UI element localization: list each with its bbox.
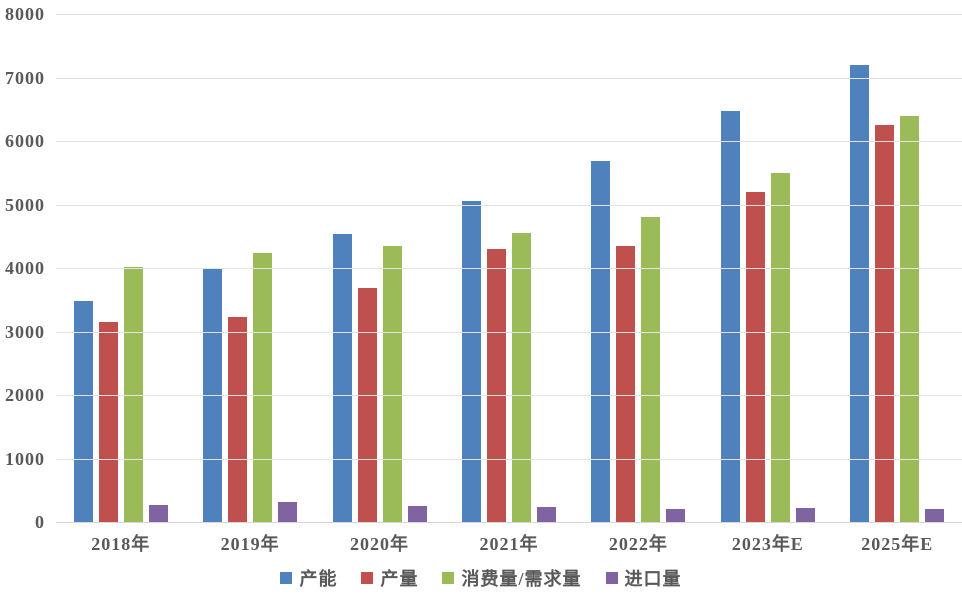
bar-group-2025年E xyxy=(833,14,962,522)
gridline-8000 xyxy=(56,14,962,15)
y-tick-label-8000: 8000 xyxy=(5,4,45,24)
x-tick-label-2023年E: 2023年E xyxy=(731,534,804,554)
legend-label: 产量 xyxy=(380,569,419,589)
y-tick-label-7000: 7000 xyxy=(5,67,45,88)
gridline-1000 xyxy=(56,458,962,460)
bar-消费量/需求量-2022年 xyxy=(641,217,661,522)
legend-item-产能: 产能 xyxy=(280,565,337,591)
y-tick-label-5000: 5000 xyxy=(5,194,45,215)
gridline-3000 xyxy=(56,331,962,333)
bar-产能-2018年 xyxy=(73,301,93,522)
y-tick-label-0: 0 xyxy=(35,512,45,532)
bar-消费量/需求量-2021年 xyxy=(511,233,531,522)
bar-产量-2022年 xyxy=(616,245,636,522)
y-tick-label-6000: 6000 xyxy=(5,131,45,151)
gridline-6000 xyxy=(56,141,962,142)
bar-进口量-2025年E xyxy=(925,508,945,522)
x-tick-label-2018年: 2018年 xyxy=(91,534,151,554)
legend: 产能 产量 消费量/需求量 进口量 xyxy=(0,565,962,591)
bar-产量-2020年 xyxy=(357,288,377,522)
bar-产能-2025年E xyxy=(850,64,870,522)
bar-group-2023年E xyxy=(703,14,832,522)
bar-消费量/需求量-2025年E xyxy=(900,115,920,522)
bar-group-2021年 xyxy=(444,14,573,522)
legend-item-进口量: 进口量 xyxy=(605,565,682,591)
bar-group-2018年 xyxy=(56,14,185,522)
x-tick-label-2022年: 2022年 xyxy=(608,534,668,554)
legend-label: 进口量 xyxy=(624,569,682,589)
gridline-5000 xyxy=(56,204,962,206)
bar-进口量-2022年 xyxy=(666,508,686,522)
bar-进口量-2021年 xyxy=(536,506,556,522)
legend-item-消费量/需求量: 消费量/需求量 xyxy=(442,565,581,591)
y-tick-label-2000: 2000 xyxy=(5,385,45,405)
bar-产量-2023年E xyxy=(745,191,765,522)
gridline-4000 xyxy=(56,268,962,269)
bar-消费量/需求量-2019年 xyxy=(253,253,273,522)
bar-产能-2022年 xyxy=(591,161,611,522)
x-tick-label-2025年E: 2025年E xyxy=(861,534,934,554)
legend-label: 消费量/需求量 xyxy=(461,569,582,589)
legend-swatch-icon xyxy=(280,572,293,584)
bar-产量-2018年 xyxy=(98,321,118,522)
x-tick-label-2019年: 2019年 xyxy=(220,534,280,554)
bar-产能-2020年 xyxy=(332,234,352,522)
legend-swatch-icon xyxy=(605,572,618,584)
bar-消费量/需求量-2018年 xyxy=(123,266,143,522)
legend-swatch-icon xyxy=(361,572,374,584)
x-axis: 2018年 2019年 2020年 2021年 2022年 2023年E 2025年E xyxy=(56,531,962,557)
legend-item-产量: 产量 xyxy=(361,565,418,591)
gridline-2000 xyxy=(56,395,962,396)
x-tick-label-2021年: 2021年 xyxy=(479,534,539,554)
bar-进口量-2020年 xyxy=(407,506,427,522)
bar-group-2022年 xyxy=(574,14,703,522)
x-tick-label-2020年: 2020年 xyxy=(350,534,410,554)
y-tick-label-3000: 3000 xyxy=(5,321,45,342)
plot-area xyxy=(56,14,962,523)
bar-产量-2021年 xyxy=(486,248,506,522)
y-tick-label-4000: 4000 xyxy=(5,258,45,278)
y-axis: 0 1000 2000 3000 4000 5000 6000 7000 8000 xyxy=(0,5,45,531)
legend-swatch-icon xyxy=(442,572,455,584)
bar-产能-2023年E xyxy=(720,111,740,522)
bar-产量-2019年 xyxy=(228,316,248,522)
bar-进口量-2019年 xyxy=(278,501,298,522)
bar-产量-2025年E xyxy=(875,125,895,522)
bar-消费量/需求量-2020年 xyxy=(382,245,402,522)
bar-groups xyxy=(56,14,962,522)
bar-消费量/需求量-2023年E xyxy=(770,172,790,522)
legend-label: 产能 xyxy=(299,569,338,589)
y-tick-label-1000: 1000 xyxy=(5,448,45,469)
bar-产能-2021年 xyxy=(461,201,481,522)
gridline-7000 xyxy=(56,77,962,79)
bar-进口量-2023年E xyxy=(795,508,815,522)
bar-group-2020年 xyxy=(315,14,444,522)
bar-进口量-2018年 xyxy=(148,504,168,522)
